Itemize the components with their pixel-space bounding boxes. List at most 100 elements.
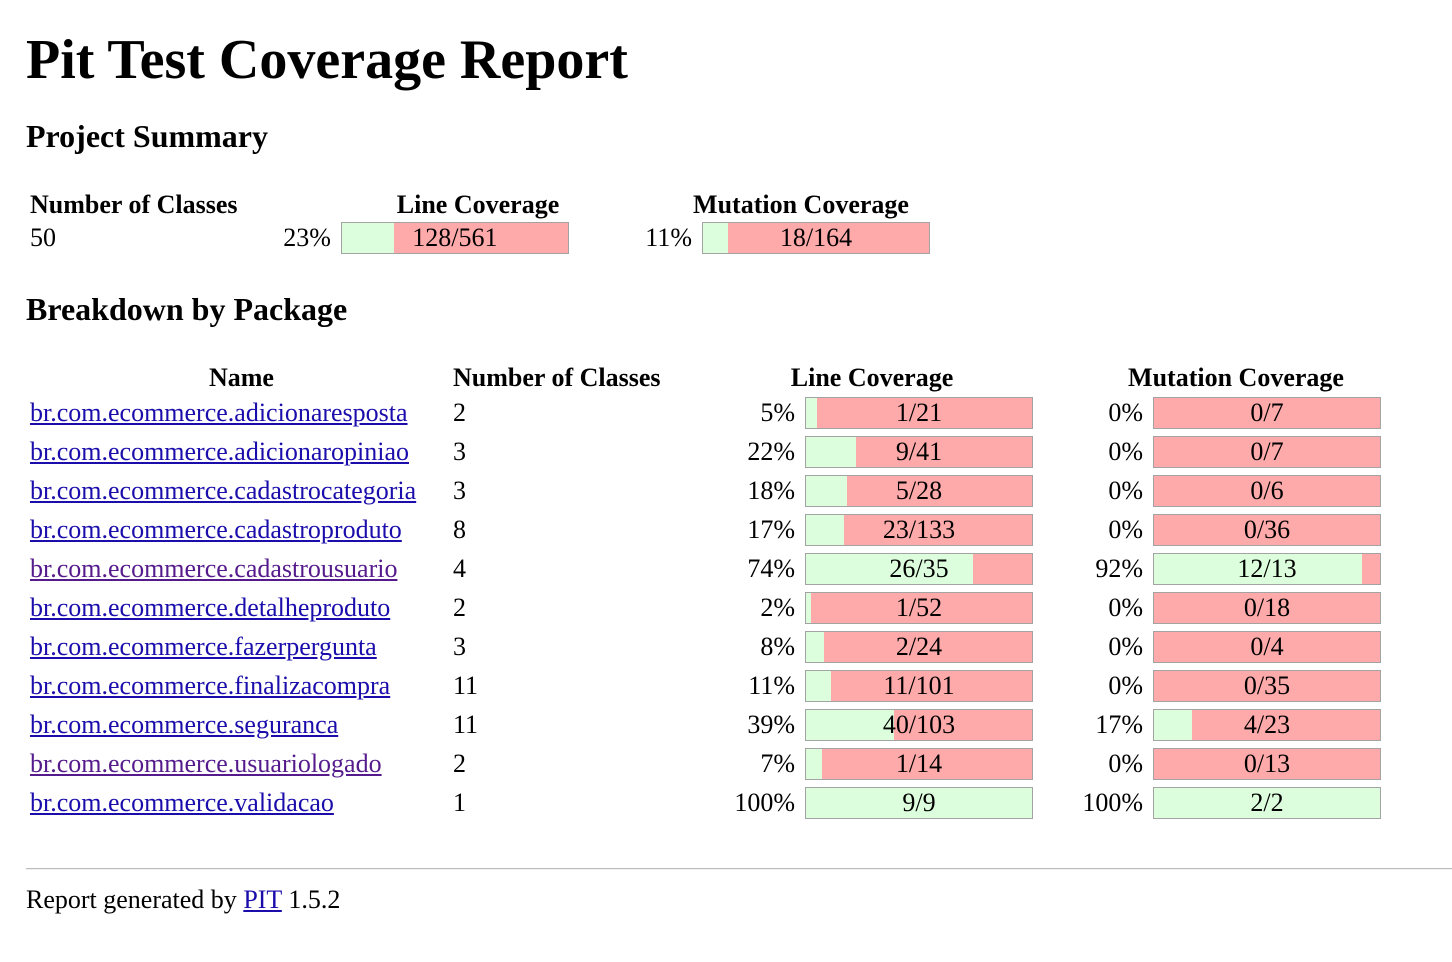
summary-mutation-percent: 11% xyxy=(645,223,692,252)
summary-line-header: Line Coverage xyxy=(396,190,560,219)
breakdown-mutation-header: Mutation Coverage xyxy=(1128,363,1344,392)
package-line-bar: 1/14 xyxy=(805,747,1033,780)
package-link[interactable]: br.com.ecommerce.usuariologado xyxy=(30,748,382,778)
package-link[interactable]: br.com.ecommerce.cadastrocategoria xyxy=(30,475,417,505)
package-mutation-legend: 12/13 xyxy=(1237,553,1297,583)
package-line-legend: 2/24 xyxy=(895,631,943,661)
package-link[interactable]: br.com.ecommerce.seguranca xyxy=(30,709,339,739)
package-link[interactable]: br.com.ecommerce.adicionaropiniao xyxy=(30,436,410,466)
package-link[interactable]: br.com.ecommerce.cadastroproduto xyxy=(30,514,402,544)
breakdown-line-header: Line Coverage xyxy=(790,363,954,392)
footer-version: 1.5.2 xyxy=(288,885,341,914)
package-mutation-legend: 0/6 xyxy=(1250,475,1284,505)
package-line-bar-fill xyxy=(806,592,811,623)
package-row: br.com.ecommerce.adicionaresposta 2 5% 1/21… xyxy=(30,393,1381,432)
package-line-bar: 11/101 xyxy=(805,669,1033,702)
package-line-legend: 9/9 xyxy=(902,787,936,817)
package-name-cell: br.com.ecommerce.cadastrousuario xyxy=(30,549,453,588)
package-line-percent: 18% xyxy=(747,475,795,505)
summary-mutation-legend: 18/164 xyxy=(779,223,853,252)
package-line-percent: 11% xyxy=(748,670,795,700)
package-classes: 3 xyxy=(453,631,466,661)
package-line-bar-fill xyxy=(806,514,845,545)
package-name-cell: br.com.ecommerce.adicionaropiniao xyxy=(30,432,453,471)
package-line-bar-fill xyxy=(806,631,825,662)
package-row: br.com.ecommerce.usuariologado 2 7% 1/14 0% 0… xyxy=(30,744,1381,783)
breakdown-classes-header: Number of Classes xyxy=(453,363,661,392)
package-line-bar-fill xyxy=(806,553,974,584)
package-name-cell: br.com.ecommerce.fazerpergunta xyxy=(30,627,453,666)
package-mutation-legend: 0/35 xyxy=(1243,670,1291,700)
package-line-percent: 7% xyxy=(760,748,795,778)
package-line-bar: 9/9 xyxy=(805,786,1033,819)
package-line-bar: 40/103 xyxy=(805,708,1033,741)
footer-prefix: Report generated by xyxy=(26,885,237,914)
package-mutation-bar: 0/6 xyxy=(1153,474,1381,507)
package-rows: br.com.ecommerce.adicionaresposta 2 5% 1/21… xyxy=(30,393,1381,822)
package-line-bar-fill xyxy=(806,787,1032,818)
pit-link[interactable]: PIT xyxy=(243,885,282,914)
package-mutation-bar: 12/13 xyxy=(1153,552,1381,585)
package-link[interactable]: br.com.ecommerce.validacao xyxy=(30,787,334,817)
package-mutation-bar-fill xyxy=(1154,787,1380,818)
package-line-legend: 40/103 xyxy=(882,709,956,739)
package-line-percent: 100% xyxy=(734,787,795,817)
package-line-bar-fill xyxy=(806,748,822,779)
package-link[interactable]: br.com.ecommerce.detalheproduto xyxy=(30,592,391,622)
package-name-cell: br.com.ecommerce.adicionaresposta xyxy=(30,393,453,432)
summary-classes-value: 50 xyxy=(30,223,56,252)
package-line-bar: 9/41 xyxy=(805,435,1033,468)
summary-line-legend: 128/561 xyxy=(412,223,498,252)
package-row: br.com.ecommerce.seguranca 11 39% 40/103 17%… xyxy=(30,705,1381,744)
package-name-cell: br.com.ecommerce.seguranca xyxy=(30,705,453,744)
package-row: br.com.ecommerce.fazerpergunta 3 8% 2/24 0% 0… xyxy=(30,627,1381,666)
package-mutation-bar: 0/36 xyxy=(1153,513,1381,546)
page-title: Pit Test Coverage Report xyxy=(26,29,628,91)
package-mutation-bar: 0/35 xyxy=(1153,669,1381,702)
package-line-bar: 26/35 xyxy=(805,552,1033,585)
package-line-bar: 1/21 xyxy=(805,396,1033,429)
package-classes: 8 xyxy=(453,514,466,544)
package-link[interactable]: br.com.ecommerce.finalizacompra xyxy=(30,670,391,700)
package-mutation-bar: 0/18 xyxy=(1153,591,1381,624)
package-classes: 2 xyxy=(453,592,466,622)
package-mutation-legend: 4/23 xyxy=(1243,709,1291,739)
summary-mutation-bar: 18/164 xyxy=(702,222,930,254)
package-row: br.com.ecommerce.validacao 1 100% 9/9 100% 2/… xyxy=(30,783,1381,822)
summary-classes-header: Number of Classes xyxy=(30,190,238,219)
package-breakdown-table: Name Number of Classes Line Coverage Mut… xyxy=(30,357,1381,822)
package-link[interactable]: br.com.ecommerce.adicionaresposta xyxy=(30,397,408,427)
package-row: br.com.ecommerce.finalizacompra 11 11% 11/1… xyxy=(30,666,1381,705)
package-line-legend: 26/35 xyxy=(889,553,949,583)
package-mutation-legend: 0/4 xyxy=(1250,631,1284,661)
package-name-cell: br.com.ecommerce.validacao xyxy=(30,783,453,822)
package-classes: 2 xyxy=(453,748,466,778)
package-mutation-percent: 17% xyxy=(1095,709,1143,739)
package-line-legend: 5/28 xyxy=(895,475,943,505)
package-classes: 4 xyxy=(453,553,466,583)
package-mutation-bar: 2/2 xyxy=(1153,786,1381,819)
package-line-percent: 2% xyxy=(760,592,795,622)
package-row: br.com.ecommerce.cadastroproduto 8 17% 23/1… xyxy=(30,510,1381,549)
package-line-bar: 2/24 xyxy=(805,630,1033,663)
package-mutation-bar: 0/4 xyxy=(1153,630,1381,663)
package-line-bar: 5/28 xyxy=(805,474,1033,507)
summary-line-bar: 128/561 xyxy=(340,222,569,254)
package-line-percent: 5% xyxy=(760,397,795,427)
package-link[interactable]: br.com.ecommerce.fazerpergunta xyxy=(30,631,377,661)
package-line-bar-fill xyxy=(806,670,831,701)
project-summary-heading: Project Summary xyxy=(26,118,268,154)
package-line-legend: 11/101 xyxy=(883,670,955,700)
package-mutation-percent: 0% xyxy=(1108,631,1143,661)
package-line-legend: 1/52 xyxy=(895,592,943,622)
package-name-cell: br.com.ecommerce.detalheproduto xyxy=(30,588,453,627)
breakdown-name-header: Name xyxy=(209,363,274,392)
package-line-percent: 8% xyxy=(760,631,795,661)
package-mutation-bar-fill xyxy=(1154,709,1193,740)
package-mutation-percent: 0% xyxy=(1108,397,1143,427)
package-mutation-percent: 0% xyxy=(1108,514,1143,544)
package-link[interactable]: br.com.ecommerce.cadastrousuario xyxy=(30,553,398,583)
package-name-cell: br.com.ecommerce.finalizacompra xyxy=(30,666,453,705)
footer: Report generated by PIT 1.5.2 xyxy=(26,884,1452,916)
package-row: br.com.ecommerce.cadastrocategoria 3 18% 5/… xyxy=(30,471,1381,510)
